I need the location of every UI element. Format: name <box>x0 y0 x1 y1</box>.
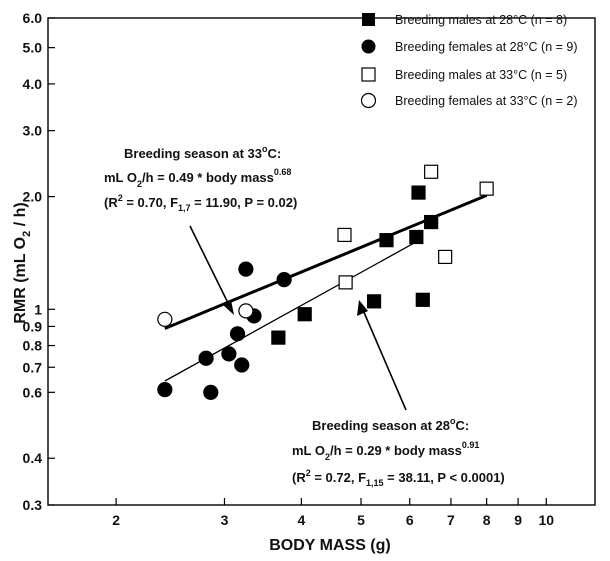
point-series-1 <box>276 272 292 288</box>
y-tick-label: 0.8 <box>23 338 43 354</box>
x-tick-label: 10 <box>538 512 554 528</box>
y-tick-label: 0.9 <box>23 318 43 334</box>
y-tick-label: 3.0 <box>23 123 43 139</box>
point-series-1 <box>234 357 250 373</box>
annotation-33c-arrow <box>189 225 230 306</box>
x-tick-label: 9 <box>514 512 522 528</box>
point-series-0 <box>424 214 439 230</box>
point-series-2 <box>337 227 352 243</box>
point-series-0 <box>297 307 312 322</box>
annotation-28c-arrow <box>362 309 407 411</box>
point-series-2 <box>438 249 453 265</box>
point-series-0 <box>415 292 430 307</box>
y-tick-label: 5.0 <box>23 40 43 56</box>
regression-lines <box>164 193 488 382</box>
data-points <box>157 164 494 400</box>
annotation-33c-arrowhead <box>222 300 234 315</box>
y-tick-label: 1 <box>34 301 42 317</box>
point-series-2 <box>479 181 494 196</box>
point-series-1 <box>229 326 246 342</box>
legend-marker-males-33 <box>361 67 376 82</box>
point-series-3 <box>238 303 254 319</box>
y-tick-label: 0.6 <box>23 384 43 400</box>
point-series-2 <box>424 164 439 179</box>
point-series-0 <box>379 233 394 248</box>
point-series-0 <box>271 330 286 345</box>
y-axis-title: RMR (mL O2 / h) <box>12 202 33 323</box>
x-axis-title: BODY MASS (g) <box>269 537 390 554</box>
y-tick-label: 6.0 <box>23 10 43 26</box>
annotation-33c: Breeding season at 33oC: mL O2/h = 0.49 … <box>104 144 297 315</box>
point-series-1 <box>203 384 219 400</box>
annotation-28c-stats: (R2 = 0.72, F1,15 = 38.11, P < 0.0001) <box>292 468 505 488</box>
x-tick-label: 7 <box>447 512 455 528</box>
axes: 0.3 0.4 0.6 0.7 0.8 0.91 2.0 3.0 4.0 5.0 6.0 2 3 4 5 6 7… <box>23 10 596 528</box>
y-tick-label: 0.4 <box>23 450 43 466</box>
legend-label-females-28: Breeding females at 28°C (n = 9) <box>395 40 578 54</box>
annotation-33c-title: Breeding season at 33oC: <box>124 144 281 161</box>
legend-marker-females-33 <box>360 92 377 109</box>
x-tick-label: 5 <box>357 512 365 528</box>
point-series-2 <box>338 275 353 290</box>
point-series-0 <box>409 229 424 245</box>
annotation-28c-equation: mL O2/h = 0.29 * body mass0.91 <box>292 440 479 462</box>
point-series-1 <box>198 350 214 366</box>
legend-label-males-28: Breeding males at 28°C (n = 8) <box>395 13 567 27</box>
legend: Breeding males at 28°C (n = 8) Breeding … <box>360 13 578 109</box>
annotation-28c-title: Breeding season at 28oC: <box>312 416 469 433</box>
x-tick-label: 6 <box>406 512 414 528</box>
point-series-0 <box>366 294 382 309</box>
y-tick-label: 2.0 <box>23 189 43 205</box>
point-series-0 <box>411 185 426 200</box>
annotation-33c-stats: (R2 = 0.70, F1,7 = 11.90, P = 0.02) <box>104 193 297 213</box>
annotation-33c-equation: mL O2/h = 0.49 * body mass0.68 <box>104 167 291 189</box>
legend-marker-males-28 <box>362 13 375 26</box>
point-series-3 <box>157 311 173 327</box>
legend-label-males-33: Breeding males at 33°C (n = 5) <box>395 68 567 82</box>
point-series-1 <box>238 261 254 277</box>
y-tick-label: 0.7 <box>23 359 43 375</box>
x-tick-label: 3 <box>221 512 229 528</box>
annotation-28c-arrowhead <box>357 300 368 316</box>
legend-marker-females-28 <box>361 39 376 54</box>
x-tick-label: 4 <box>297 512 305 528</box>
legend-label-females-33: Breeding females at 33°C (n = 2) <box>395 94 578 108</box>
point-series-1 <box>157 382 173 398</box>
annotation-28c: Breeding season at 28oC: mL O2/h = 0.29 … <box>292 300 505 488</box>
plot-frame <box>47 17 596 506</box>
x-tick-label: 2 <box>112 512 120 528</box>
x-tick-label: 8 <box>483 512 491 528</box>
y-tick-label: 0.3 <box>23 497 43 513</box>
point-series-1 <box>221 346 237 362</box>
y-tick-label: 4.0 <box>23 76 43 92</box>
